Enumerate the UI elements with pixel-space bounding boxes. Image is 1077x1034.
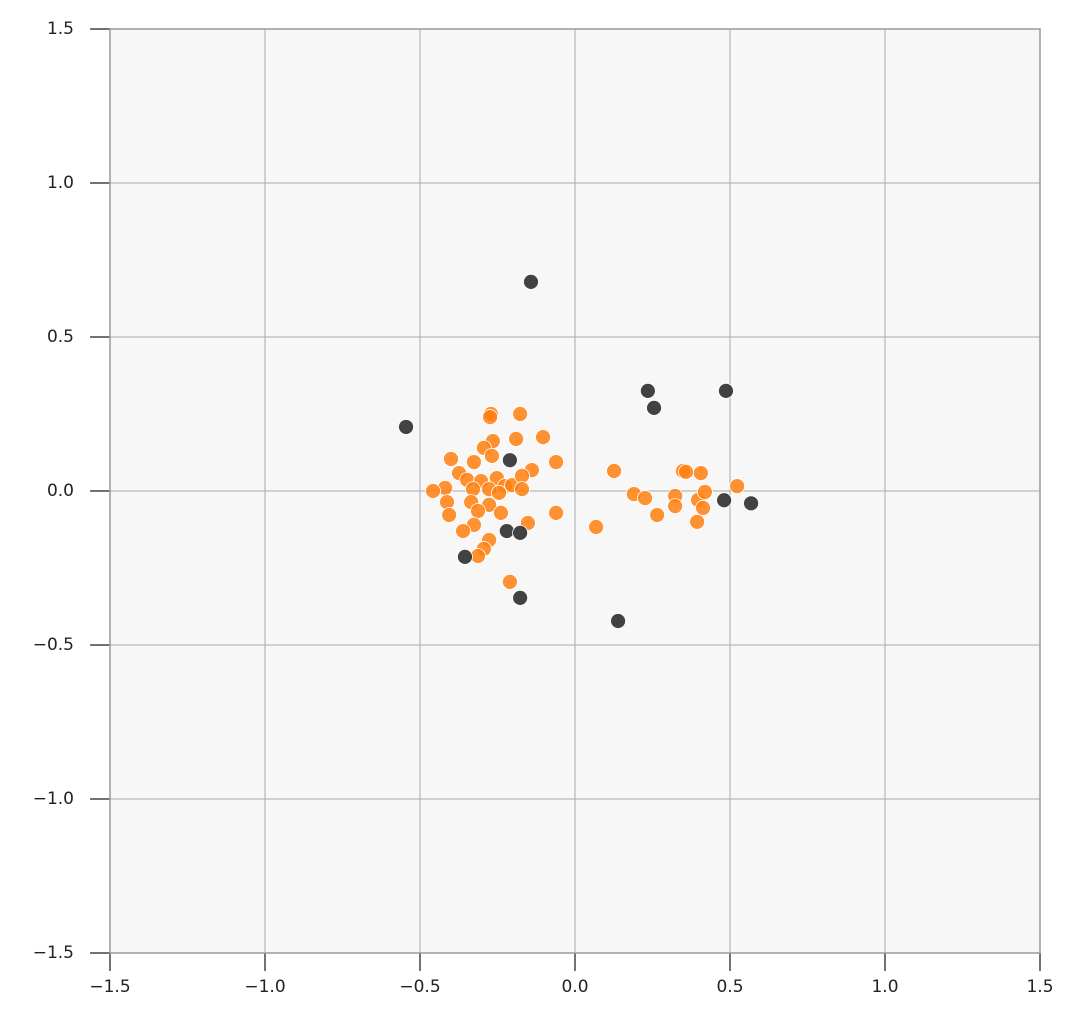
point bbox=[512, 406, 529, 422]
x-tick-label: −0.5 bbox=[399, 977, 440, 997]
point bbox=[501, 452, 518, 469]
y-tick-label: 1.0 bbox=[47, 173, 74, 193]
point bbox=[610, 613, 626, 629]
point bbox=[646, 399, 662, 416]
plot-frame bbox=[109, 28, 1041, 954]
point bbox=[466, 454, 482, 470]
point bbox=[491, 484, 507, 501]
point bbox=[514, 468, 530, 484]
point bbox=[439, 494, 455, 510]
point bbox=[514, 481, 530, 498]
x-tick-label: 1.0 bbox=[871, 977, 898, 997]
point bbox=[606, 463, 622, 479]
point bbox=[441, 507, 458, 523]
point bbox=[689, 513, 706, 530]
point bbox=[425, 483, 441, 499]
y-tick-label: −0.5 bbox=[33, 635, 74, 655]
point bbox=[508, 431, 524, 447]
point bbox=[637, 490, 653, 506]
point bbox=[729, 478, 746, 494]
point bbox=[398, 419, 414, 435]
point bbox=[548, 454, 564, 470]
point bbox=[649, 507, 666, 523]
point bbox=[498, 523, 515, 539]
point bbox=[455, 523, 471, 539]
point bbox=[523, 273, 539, 290]
y-tick-label: 1.5 bbox=[47, 19, 74, 39]
point bbox=[470, 503, 486, 519]
x-tick-label: 0.5 bbox=[716, 977, 743, 997]
y-tick-label: 0.5 bbox=[47, 327, 74, 347]
point bbox=[639, 382, 656, 399]
x-tick-label: 1.5 bbox=[1026, 977, 1053, 997]
point bbox=[535, 429, 551, 446]
point bbox=[501, 573, 518, 590]
point bbox=[718, 382, 734, 399]
point bbox=[692, 465, 709, 482]
point bbox=[512, 589, 529, 606]
point bbox=[696, 484, 713, 500]
y-tick-label: −1.0 bbox=[33, 789, 74, 809]
point bbox=[443, 451, 459, 467]
point bbox=[678, 464, 694, 480]
point bbox=[548, 504, 564, 521]
y-tick-label: 0.0 bbox=[47, 481, 74, 501]
x-tick-label: −1.0 bbox=[244, 977, 285, 997]
point bbox=[512, 524, 529, 541]
x-tick-label: −1.5 bbox=[89, 977, 130, 997]
point bbox=[588, 519, 604, 535]
point bbox=[716, 492, 733, 509]
point bbox=[465, 481, 481, 498]
point bbox=[493, 504, 509, 521]
point bbox=[695, 500, 711, 516]
point bbox=[482, 409, 498, 425]
point bbox=[457, 549, 473, 565]
point bbox=[743, 495, 759, 512]
point bbox=[484, 447, 500, 464]
y-tick-label: −1.5 bbox=[33, 943, 74, 963]
x-tick-label: 0.0 bbox=[561, 977, 588, 997]
point bbox=[667, 498, 684, 514]
